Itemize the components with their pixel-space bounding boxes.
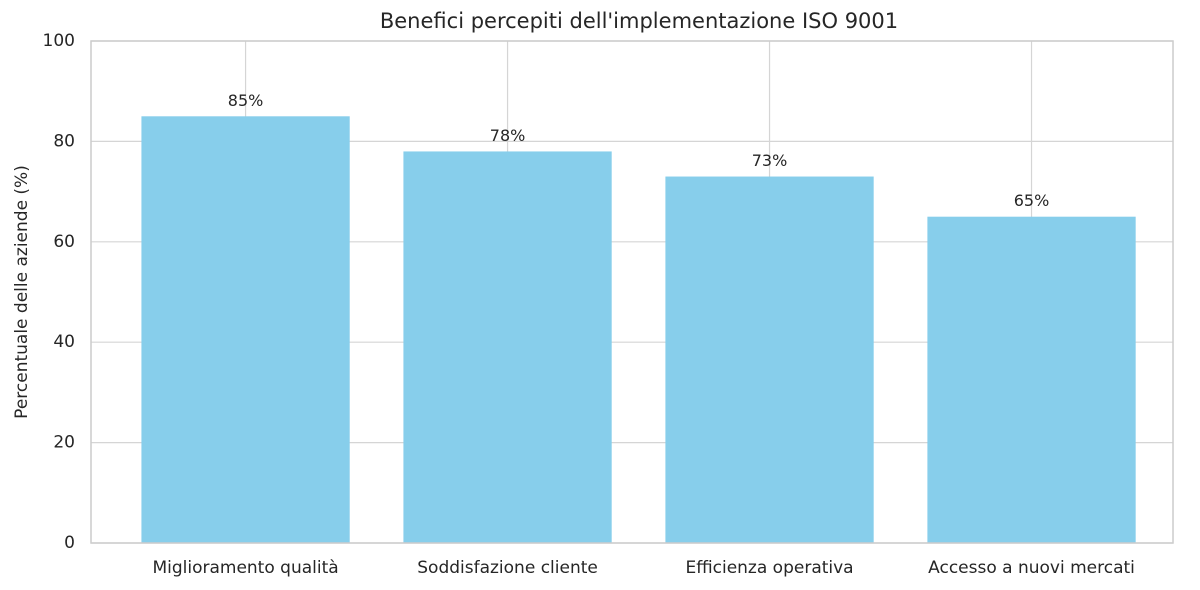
y-tick-label: 0 <box>64 533 75 553</box>
y-tick-label: 40 <box>53 332 75 352</box>
bar <box>141 116 350 544</box>
bar <box>927 216 1136 543</box>
bar <box>665 176 874 544</box>
y-tick-label: 60 <box>53 232 75 252</box>
chart-title: Benefici percepiti dell'implementazione … <box>380 9 898 33</box>
plot-frame <box>90 40 1174 544</box>
x-tick-label: Accesso a nuovi mercati <box>928 558 1135 578</box>
value-label: 78% <box>490 126 526 145</box>
x-tick-label: Soddisfazione cliente <box>417 558 598 578</box>
value-label: 65% <box>1014 191 1050 210</box>
y-tick-label: 100 <box>43 31 75 51</box>
x-tick-label: Miglioramento qualità <box>152 558 338 578</box>
y-axis-label: Percentuale delle aziende (%) <box>12 165 32 419</box>
value-label: 85% <box>228 91 264 110</box>
x-tick-label: Efficienza operativa <box>685 558 853 578</box>
value-label: 73% <box>752 151 788 170</box>
y-tick-label: 80 <box>53 131 75 151</box>
y-tick-label: 20 <box>53 433 75 453</box>
bar <box>403 151 612 543</box>
